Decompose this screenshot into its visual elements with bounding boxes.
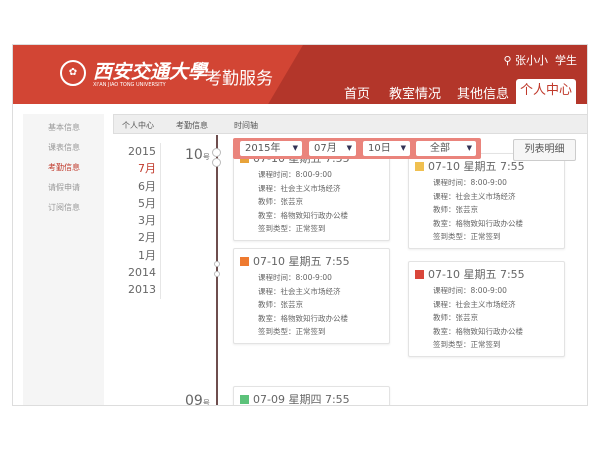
- day-select[interactable]: 10日 ▼: [363, 141, 410, 156]
- attendance-card[interactable]: 07-10 星期五 7:55 课程时间：8:00-9:00 课程：社会主义市场经济教…: [233, 248, 390, 344]
- user-icon: ⚲: [503, 54, 512, 67]
- university-name-en: XI'AN JIAO TONG UNIVERSITY: [93, 82, 166, 88]
- card-field-time: 课程时间：8:00-9:00: [258, 170, 332, 179]
- header: ✿ 西安交通大學 XI'AN JIAO TONG UNIVERSITY 考勤服务…: [13, 45, 587, 104]
- university-logo-icon: ✿: [60, 60, 86, 86]
- month-item-active[interactable]: 7月: [138, 162, 156, 176]
- chevron-down-icon: ▼: [346, 144, 352, 152]
- card-field-teacher: 教师：张芸京: [258, 300, 303, 310]
- type-select[interactable]: 全部 ▼: [416, 141, 476, 156]
- attendance-status-icon: [415, 270, 424, 279]
- card-field-teacher: 教师：张芸京: [433, 205, 478, 215]
- sidebar-item-basic[interactable]: 基本信息: [48, 123, 80, 132]
- sidebar-item-subscribe[interactable]: 订阅信息: [48, 203, 80, 212]
- sidebar: 基本信息 课表信息 考勤信息 请假申请 订阅信息: [23, 114, 104, 405]
- card-field-time: 课程时间：8:00-9:00: [258, 273, 332, 282]
- date-filter: 2015年 ▼ 07月 ▼ 10日 ▼ 全部 ▼: [233, 138, 481, 159]
- nav-personal[interactable]: 个人中心: [516, 79, 576, 104]
- attendance-card[interactable]: 07-10 星期五 7:55课程时间：8:00-9:00课程：社会主义市场经济教…: [233, 145, 390, 241]
- timeline-line: [216, 135, 218, 405]
- card-field-type: 签到类型：正常签到: [433, 232, 501, 242]
- list-detail-button[interactable]: 列表明细: [513, 139, 576, 161]
- month-item[interactable]: 6月: [138, 179, 156, 193]
- chevron-down-icon: ▼: [466, 144, 472, 152]
- card-field-course: 课程：社会主义市场经济: [433, 299, 516, 309]
- day-label: 10号: [185, 147, 210, 163]
- sidebar-item-attendance[interactable]: 考勤信息: [48, 163, 80, 172]
- timeline-node: [212, 148, 221, 157]
- card-field-room: 教室：格物致知行政办公楼: [433, 326, 523, 336]
- card-field-time: 课程时间：8:00-9:00: [433, 286, 507, 295]
- breadcrumb-personal[interactable]: 个人中心: [122, 121, 154, 130]
- card-field-teacher: 教师：张芸京: [258, 197, 303, 207]
- attendance-card[interactable]: 07-10 星期五 7:55 课程时间：8:00-9:00 课程：社会主义市场经济教…: [408, 261, 565, 357]
- attendance-card[interactable]: 07-10 星期五 7:55 课程时间：8:00-9:00 课程：社会主义市场经济教…: [408, 153, 565, 249]
- year-item[interactable]: 2014: [128, 266, 156, 280]
- university-name: 西安交通大學: [93, 61, 208, 83]
- card-field-type: 签到类型：正常签到: [433, 340, 501, 350]
- card-title: 07-09 星期四 7:55: [253, 393, 350, 406]
- attendance-status-icon: [240, 395, 249, 404]
- card-field-type: 签到类型：正常签到: [258, 224, 326, 234]
- attendance-card[interactable]: 07-09 星期四 7:55: [233, 386, 390, 406]
- year-nav: 2015 7月 6月 5月 3月 2月 1月 2014 2013: [117, 143, 161, 299]
- app-window: ✿ 西安交通大學 XI'AN JIAO TONG UNIVERSITY 考勤服务…: [12, 44, 588, 406]
- breadcrumb-attendance[interactable]: 考勤信息: [176, 121, 208, 130]
- month-item[interactable]: 5月: [138, 196, 156, 210]
- card-field-type: 签到类型：正常签到: [258, 327, 326, 337]
- year-item[interactable]: 2015: [128, 145, 156, 158]
- timeline-node: [214, 271, 220, 277]
- user-name: 张小小: [515, 54, 548, 67]
- card-field-teacher: 教师：张芸京: [433, 313, 478, 323]
- card-field-course: 课程：社会主义市场经济: [433, 191, 516, 201]
- card-title: 07-10 星期五 7:55: [253, 255, 350, 268]
- timeline-node: [214, 261, 220, 267]
- main-nav: 首页 教室情况 其他信息 个人中心: [13, 79, 587, 104]
- breadcrumb: 个人中心 考勤信息 时间轴: [113, 114, 587, 134]
- sidebar-item-schedule[interactable]: 课表信息: [48, 143, 80, 152]
- card-field-room: 教室：格物致知行政办公楼: [433, 218, 523, 228]
- card-field-course: 课程：社会主义市场经济: [258, 286, 341, 296]
- year-item[interactable]: 2013: [128, 283, 156, 297]
- month-item[interactable]: 2月: [138, 231, 156, 245]
- card-field-room: 教室：格物致知行政办公楼: [258, 210, 348, 220]
- user-info[interactable]: ⚲ 张小小 学生: [503, 52, 577, 68]
- attendance-status-icon: [240, 257, 249, 266]
- month-select[interactable]: 07月 ▼: [309, 141, 356, 156]
- sidebar-item-leave[interactable]: 请假申请: [48, 183, 80, 192]
- app-title: 考勤服务: [205, 69, 273, 89]
- user-role: 学生: [555, 54, 577, 67]
- card-title: 07-10 星期五 7:55: [428, 160, 525, 173]
- nav-other[interactable]: 其他信息: [457, 87, 510, 102]
- chevron-down-icon: ▼: [292, 144, 298, 152]
- card-field-time: 课程时间：8:00-9:00: [433, 178, 507, 187]
- attendance-status-icon: [415, 162, 424, 171]
- day-label: 09号: [185, 393, 210, 406]
- timeline-node: [212, 158, 221, 167]
- card-field-room: 教室：格物致知行政办公楼: [258, 313, 348, 323]
- nav-home[interactable]: 首页: [344, 87, 371, 102]
- card-title: 07-10 星期五 7:55: [428, 268, 525, 281]
- breadcrumb-timeline: 时间轴: [234, 121, 258, 130]
- card-field-course: 课程：社会主义市场经济: [258, 183, 341, 193]
- year-select[interactable]: 2015年 ▼: [240, 141, 302, 156]
- chevron-down-icon: ▼: [400, 144, 406, 152]
- month-item[interactable]: 1月: [138, 248, 156, 262]
- month-item[interactable]: 3月: [138, 214, 156, 228]
- nav-classroom[interactable]: 教室情况: [389, 87, 442, 102]
